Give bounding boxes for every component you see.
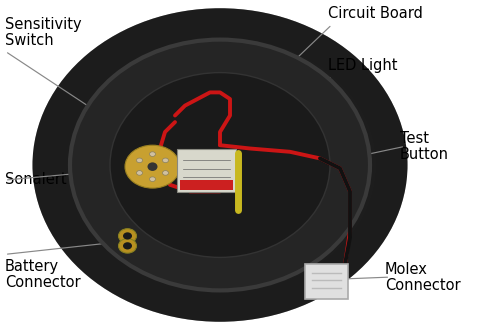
Ellipse shape <box>123 242 132 249</box>
Ellipse shape <box>124 77 334 253</box>
Ellipse shape <box>136 158 142 163</box>
Ellipse shape <box>162 158 168 163</box>
Text: Battery
Connector: Battery Connector <box>5 259 80 290</box>
Text: Sonalert: Sonalert <box>5 172 66 187</box>
FancyBboxPatch shape <box>180 180 233 190</box>
Ellipse shape <box>150 152 156 156</box>
Ellipse shape <box>72 38 376 292</box>
Text: LED Light: LED Light <box>328 58 397 73</box>
Ellipse shape <box>110 73 330 257</box>
Ellipse shape <box>136 171 142 175</box>
Text: Test
Button: Test Button <box>400 131 449 162</box>
Ellipse shape <box>162 171 168 175</box>
Ellipse shape <box>32 8 408 322</box>
Text: Molex
Connector: Molex Connector <box>385 262 460 293</box>
Ellipse shape <box>118 229 136 243</box>
Ellipse shape <box>150 177 156 182</box>
Text: Sensitivity
Switch: Sensitivity Switch <box>5 16 82 48</box>
Ellipse shape <box>84 48 366 282</box>
Ellipse shape <box>110 67 344 263</box>
Ellipse shape <box>58 28 386 302</box>
Ellipse shape <box>46 18 397 312</box>
Ellipse shape <box>148 162 158 171</box>
Ellipse shape <box>32 8 408 322</box>
Ellipse shape <box>125 145 180 188</box>
Ellipse shape <box>98 57 355 273</box>
FancyBboxPatch shape <box>305 264 348 299</box>
Text: Circuit Board: Circuit Board <box>328 7 422 21</box>
Ellipse shape <box>123 232 132 240</box>
Ellipse shape <box>118 239 136 253</box>
FancyBboxPatch shape <box>176 149 236 192</box>
Ellipse shape <box>70 40 370 290</box>
